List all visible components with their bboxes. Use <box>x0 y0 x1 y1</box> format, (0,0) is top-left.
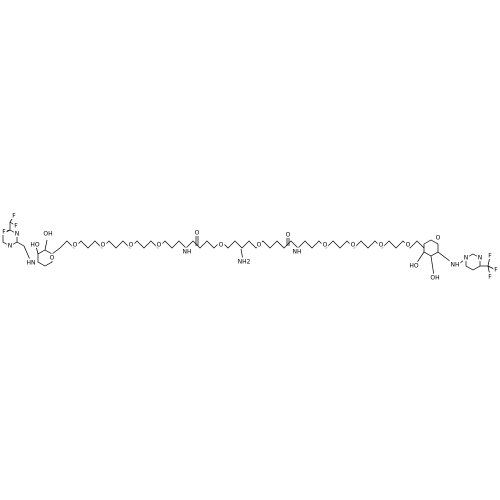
atom-label: O <box>50 255 55 262</box>
bond <box>44 239 48 251</box>
atom-label: F <box>12 213 16 220</box>
atom-label: NH <box>293 249 302 256</box>
atom-label: F <box>494 267 498 274</box>
atom-label: F <box>488 274 492 281</box>
bond <box>9 215 15 223</box>
bond <box>487 255 491 267</box>
atom-label: NH <box>451 262 460 269</box>
atom-label: O <box>195 230 200 237</box>
bond <box>51 247 61 255</box>
atom-labels: F F F N N HN HO OH O O O O O NH O O NH2 … <box>1 211 500 283</box>
bond <box>35 245 39 255</box>
bond <box>16 241 32 263</box>
atom-label: N <box>15 231 20 238</box>
atom-label: OH <box>43 231 52 238</box>
bond <box>487 265 497 271</box>
atom-label: O <box>157 242 162 249</box>
atom-label: NH2 <box>238 259 251 266</box>
bond <box>415 251 425 265</box>
atom-label: HN <box>27 260 36 267</box>
atom-label: HO <box>409 263 419 270</box>
bonds <box>2 215 497 277</box>
atom-label: O <box>219 242 224 249</box>
atom-label: NH <box>183 249 192 256</box>
atom-label: O <box>257 242 262 249</box>
backbone <box>59 240 425 249</box>
bond <box>240 248 244 261</box>
atom-label: O <box>323 242 328 249</box>
atom-label: O <box>351 242 356 249</box>
atom-label: F <box>488 253 492 260</box>
atom-label: F <box>14 223 18 230</box>
atom-label: N <box>8 243 13 250</box>
bond <box>437 251 456 266</box>
atom-label: O <box>379 242 384 249</box>
atom-label: O <box>129 242 134 249</box>
atom-label: N <box>478 255 483 262</box>
atom-label: O <box>286 232 291 239</box>
atom-label: HO <box>30 242 40 249</box>
atom-label: N <box>464 255 469 262</box>
bond <box>9 221 17 227</box>
atom-label: F <box>2 229 6 236</box>
bond <box>487 265 491 277</box>
bond <box>457 257 467 266</box>
ring <box>2 229 18 247</box>
atom-label: O <box>436 235 441 242</box>
bond <box>430 255 435 277</box>
atom-label: O <box>101 242 106 249</box>
atom-label: OH <box>430 275 439 282</box>
atom-label: O <box>406 242 411 249</box>
atom-label: O <box>73 242 78 249</box>
